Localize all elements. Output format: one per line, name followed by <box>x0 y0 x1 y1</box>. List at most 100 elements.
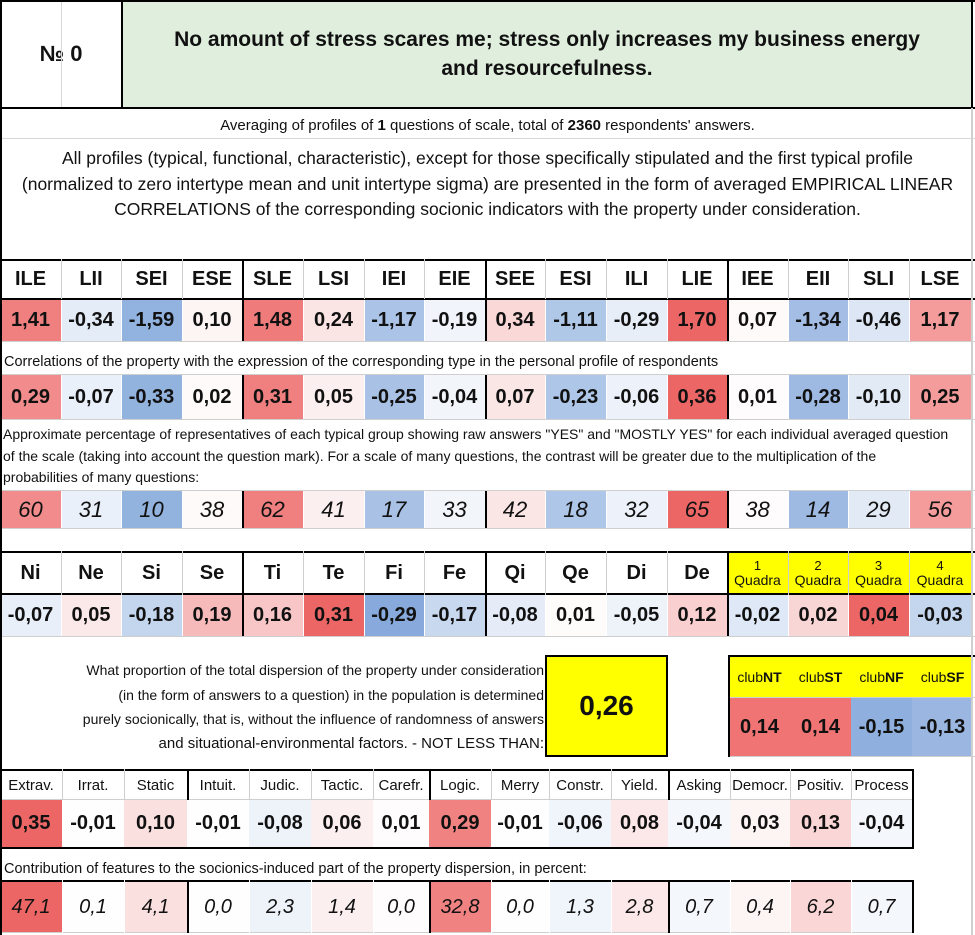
trait-value-5: 0,06 <box>311 800 373 847</box>
quadra-number-0: 1 <box>753 558 762 573</box>
type-correlation-14: -0,10 <box>848 375 909 419</box>
quadra-header-3: 4 Quadra <box>909 553 971 593</box>
type-profile-12: 0,07 <box>727 300 788 341</box>
quadra-value-1: 0,02 <box>788 595 848 636</box>
type-profile-10: -0,29 <box>606 300 667 341</box>
function-header-8: Qi <box>504 561 526 584</box>
question-title-text: No amount of stress scares me; stress on… <box>174 28 920 80</box>
dispersion-text: What proportion of the total dispersion … <box>60 658 544 756</box>
function-header-11: De <box>684 561 710 584</box>
trait-value-6: 0,01 <box>373 800 429 847</box>
type-header-14: SLI <box>862 267 895 290</box>
function-header-10: Di <box>626 561 647 584</box>
trait-contribution-6: 0,0 <box>373 882 429 932</box>
trait-header-7: Logic. <box>439 776 481 794</box>
function-value-10: -0,05 <box>606 595 667 636</box>
type-correlation-6: -0,25 <box>364 375 424 419</box>
club-type-1: ST <box>824 669 843 685</box>
type-correlation-0: 0,29 <box>0 375 61 419</box>
function-value-11: 0,12 <box>667 595 727 636</box>
club-prefix-2: club <box>859 669 885 685</box>
type-header-13: EII <box>805 267 831 290</box>
type-percentage-15: 56 <box>909 491 971 528</box>
club-prefix-1: club <box>798 669 825 685</box>
type-percentage-13: 14 <box>788 491 848 528</box>
type-percentage-8: 42 <box>485 491 545 528</box>
trait-header-3: Intuit. <box>199 776 237 794</box>
type-percentage-11: 65 <box>667 491 727 528</box>
quadra-label-3: Quadra <box>916 572 964 588</box>
trait-value-14: -0,04 <box>851 800 912 847</box>
dispersion-line-4: and situational-environmental factors. -… <box>158 734 544 752</box>
respondent-count: 2360 <box>567 116 602 134</box>
trait-contribution-0: 47,1 <box>0 882 62 932</box>
averaging-line: Averaging of profiles of 1 questions of … <box>0 112 975 138</box>
type-profile-0: 1,41 <box>0 300 61 341</box>
type-correlation-7: -0,04 <box>424 375 485 419</box>
club-value-2: -0,15 <box>851 698 912 756</box>
type-percentage-14: 29 <box>848 491 909 528</box>
trait-header-2: Static <box>136 776 175 794</box>
trait-header-8: Merry <box>500 776 540 794</box>
trait-contribution-14: 0,7 <box>851 882 912 932</box>
type-percentage-0: 60 <box>0 491 61 528</box>
type-percentage-7: 33 <box>424 491 485 528</box>
type-correlation-10: -0,06 <box>606 375 667 419</box>
function-value-6: -0,29 <box>364 595 424 636</box>
quadra-header-2: 3 Quadra <box>848 553 909 593</box>
trait-contribution-7: 32,8 <box>429 882 491 932</box>
dispersion-line-1: What proportion of the total dispersion … <box>86 662 544 678</box>
trait-contribution-13: 6,2 <box>790 882 851 932</box>
function-header-4: Ti <box>263 561 282 584</box>
trait-value-12: 0,03 <box>730 800 790 847</box>
type-profile-6: -1,17 <box>364 300 424 341</box>
club-value-0: 0,14 <box>729 698 790 756</box>
quadra-label-1: Quadra <box>794 572 842 588</box>
function-value-4: 0,16 <box>242 595 303 636</box>
function-value-0: -0,07 <box>0 595 61 636</box>
quadra-number-1: 2 <box>814 558 822 573</box>
type-profile-3: 0,10 <box>182 300 242 341</box>
trait-header-5: Tactic. <box>320 776 364 794</box>
quadra-number-3: 4 <box>936 558 944 573</box>
averaging-middle: questions of scale, total of <box>385 116 568 134</box>
club-header-2: club NF <box>851 656 912 698</box>
type-correlation-15: 0,25 <box>909 375 971 419</box>
type-profile-14: -0,46 <box>848 300 909 341</box>
trait-value-11: -0,04 <box>668 800 730 847</box>
trait-header-4: Judic. <box>260 776 300 794</box>
type-correlation-13: -0,28 <box>788 375 848 419</box>
type-header-0: ILE <box>14 267 47 290</box>
trait-header-12: Democr. <box>732 776 788 794</box>
quadra-number-2: 3 <box>874 558 883 573</box>
trait-contribution-10: 2,8 <box>611 882 668 932</box>
trait-value-13: 0,13 <box>790 800 851 847</box>
type-correlation-12: 0,01 <box>727 375 788 419</box>
type-percentage-9: 18 <box>545 491 606 528</box>
trait-value-8: -0,01 <box>491 800 549 847</box>
function-header-1: Ne <box>78 561 104 584</box>
trait-header-1: Irrat. <box>77 776 109 794</box>
trait-header-11: Asking <box>676 776 722 794</box>
type-percentage-12: 38 <box>727 491 788 528</box>
type-percentage-6: 17 <box>364 491 424 528</box>
quadra-label-2: Quadra <box>855 572 902 588</box>
function-value-7: -0,17 <box>424 595 485 636</box>
percentage-note: Approximate percentage of representative… <box>3 426 949 485</box>
trait-value-3: -0,01 <box>187 800 249 847</box>
quadra-value-0: -0,02 <box>727 595 788 636</box>
type-header-9: ESI <box>559 267 592 290</box>
type-correlation-1: -0,07 <box>61 375 121 419</box>
trait-header-10: Yield. <box>621 776 658 794</box>
type-header-12: IEE <box>741 267 774 290</box>
quadra-header-1: 2 Quadra <box>788 553 848 593</box>
type-correlation-9: -0,23 <box>545 375 606 419</box>
function-value-5: 0,31 <box>303 595 364 636</box>
type-percentage-3: 38 <box>182 491 242 528</box>
trait-header-6: Carefr. <box>378 776 424 794</box>
type-percentage-5: 41 <box>303 491 364 528</box>
trait-value-0: 0,35 <box>0 800 62 847</box>
trait-value-7: 0,29 <box>429 800 491 847</box>
type-correlation-5: 0,05 <box>303 375 364 419</box>
function-header-3: Se <box>199 561 225 584</box>
